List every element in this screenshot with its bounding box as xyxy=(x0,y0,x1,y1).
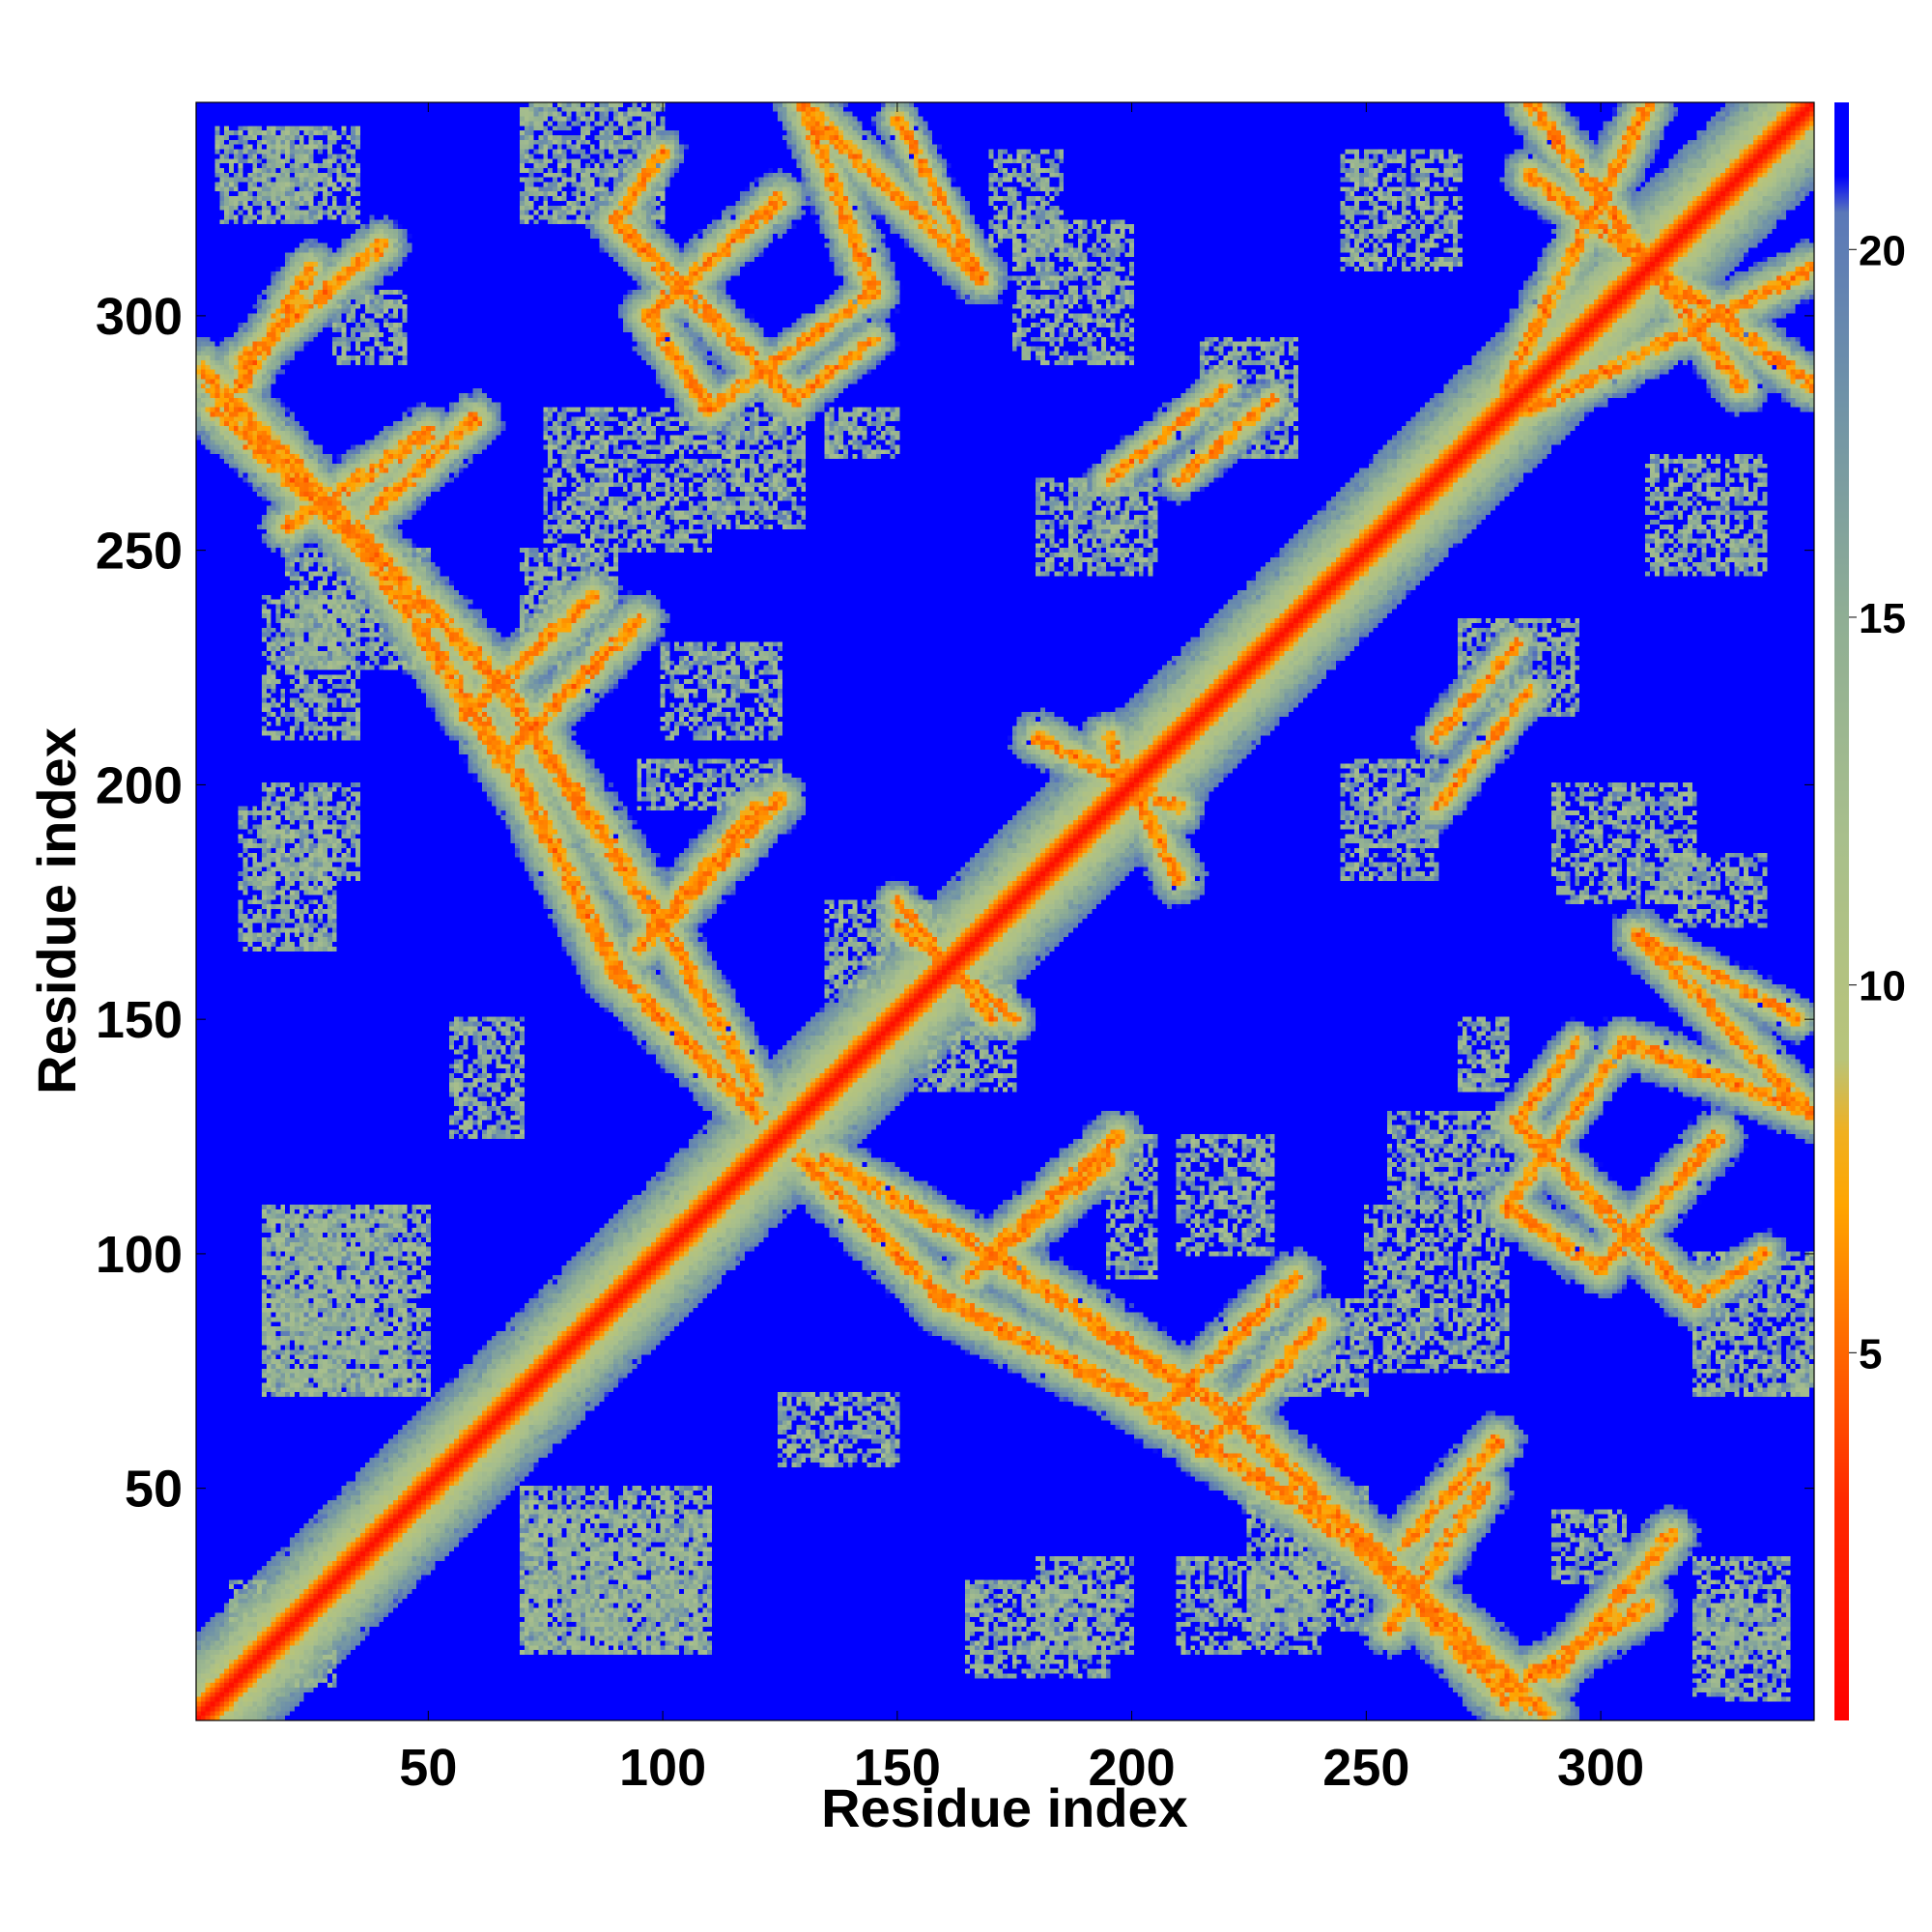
plot-frame xyxy=(195,101,1815,1721)
heatmap-plot-area xyxy=(195,101,1815,1721)
x-tick-label: 100 xyxy=(619,1739,706,1797)
y-tick-label: 50 xyxy=(125,1461,183,1519)
x-axis-ticks: 50 100 150 200 250 300 xyxy=(399,102,1644,1797)
y-tick-label: 300 xyxy=(96,288,183,346)
x-tick-label: 250 xyxy=(1322,1739,1409,1797)
colorbar-tick-label: 20 xyxy=(1859,227,1906,274)
colorbar-bar xyxy=(1834,102,1849,1720)
colorbar: 5 10 15 20 xyxy=(1834,102,1906,1720)
y-axis-title: Residue index xyxy=(26,727,87,1094)
y-tick-label: 200 xyxy=(96,756,183,814)
x-axis-title: Residue index xyxy=(821,1777,1188,1838)
y-axis-ticks: 50 100 150 200 250 300 xyxy=(96,288,1814,1519)
x-tick-label: 150 xyxy=(854,1739,941,1797)
heatmap-cells xyxy=(196,102,1814,1720)
heatmap-image-holder xyxy=(196,102,1814,1720)
colorbar-ticks: 5 10 15 20 xyxy=(1849,227,1906,1378)
y-tick-label: 250 xyxy=(96,523,183,581)
x-tick-label: 300 xyxy=(1557,1739,1644,1797)
colorbar-tick-label: 15 xyxy=(1859,595,1906,642)
x-tick-label: 50 xyxy=(399,1739,457,1797)
y-tick-label: 150 xyxy=(96,991,183,1049)
colorbar-tick-label: 10 xyxy=(1859,963,1906,1010)
y-tick-label: 100 xyxy=(96,1226,183,1284)
x-tick-label: 200 xyxy=(1089,1739,1176,1797)
colorbar-tick-label: 5 xyxy=(1859,1330,1882,1378)
